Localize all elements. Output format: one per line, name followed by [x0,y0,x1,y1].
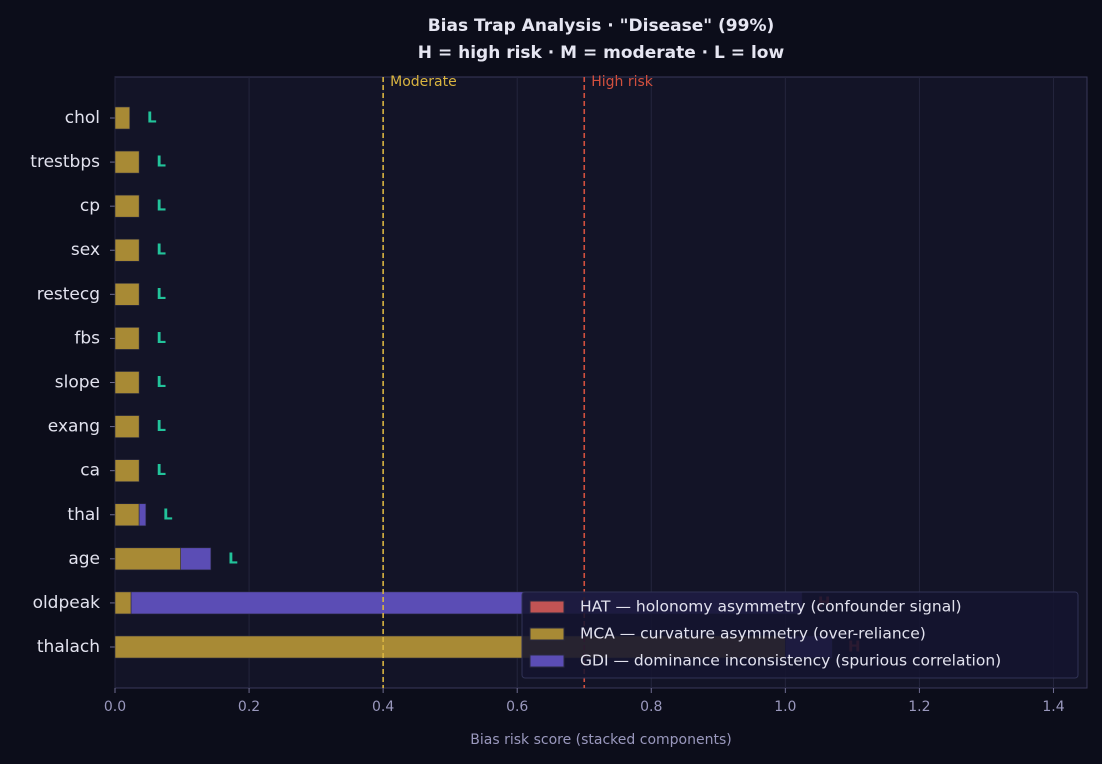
bar-segment [180,547,212,571]
bar-segment [114,194,140,218]
y-tick-label: exang [48,417,100,437]
legend-box [521,591,1079,679]
plot-area [114,76,1088,689]
legend-label: MCA — curvature asymmetry (over-reliance… [580,625,926,643]
x-tick-label: 0.6 [506,699,528,715]
legend-swatch [529,627,565,641]
risk-label: L [156,153,166,171]
risk-label: L [156,197,166,215]
risk-label: L [156,373,166,391]
x-tick-label: 0.4 [372,699,394,715]
y-tick-label: thalach [37,637,100,657]
legend-swatch [529,600,565,614]
bar-segment [114,459,140,482]
x-tick-label: 1.4 [1042,699,1064,715]
risk-label: L [163,505,173,523]
bar-segment [114,327,140,350]
y-tick-label: chol [65,108,100,128]
risk-label: L [147,108,157,126]
y-tick-label: cp [80,196,100,216]
y-tick-label: restecg [37,284,100,304]
y-tick-label: fbs [74,328,100,348]
bar-segment [114,150,140,174]
risk-label: L [156,285,166,303]
bar-segment [114,591,132,615]
legend-swatch [529,654,565,668]
threshold-label: Moderate [390,74,457,90]
legend-label: HAT — holonomy asymmetry (confounder sig… [580,598,962,616]
bar-segment [114,547,181,571]
bar-segment [114,503,140,527]
threshold-label: High risk [591,74,654,90]
risk-label: L [156,329,166,347]
bar-segment [114,415,140,438]
legend-label: GDI — dominance inconsistency (spurious … [580,652,1001,670]
y-tick-label: trestbps [30,152,100,172]
x-tick-label: 1.2 [908,699,930,715]
y-tick-label: thal [67,505,100,525]
bar-segment [114,106,131,130]
y-tick-label: sex [71,240,100,260]
y-tick-label: slope [55,373,100,393]
bar-segment [114,238,140,262]
risk-label: L [156,417,166,435]
chart-title: Bias Trap Analysis · "Disease" (99%) [428,16,775,36]
y-tick-label: oldpeak [33,593,101,613]
y-tick-label: age [68,549,100,569]
x-tick-label: 0.0 [104,699,126,715]
bar-segment [138,503,147,527]
risk-label: L [156,241,166,259]
risk-label: L [228,549,238,567]
x-axis-label: Bias risk score (stacked components) [470,732,731,748]
chart-subtitle: H = high risk · M = moderate · L = low [418,43,785,63]
x-tick-label: 0.2 [238,699,260,715]
risk-label: L [156,461,166,479]
y-tick-label: ca [80,461,100,481]
x-tick-label: 0.8 [640,699,662,715]
x-tick-label: 1.0 [774,699,796,715]
bar-segment [114,371,140,394]
bar-segment [114,283,140,306]
